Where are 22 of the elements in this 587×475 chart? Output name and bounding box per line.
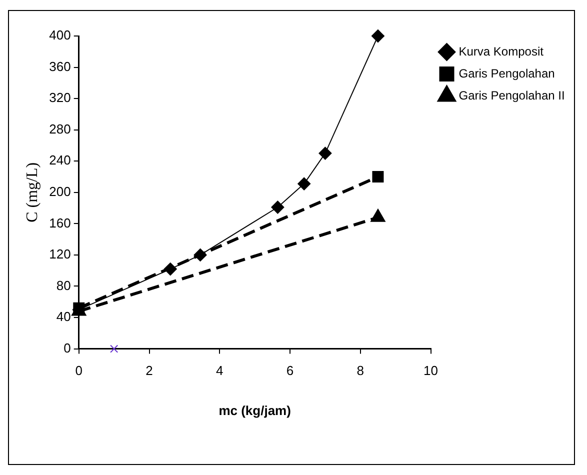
x-tick-label: 2 <box>146 363 153 378</box>
x-tick-label: 10 <box>424 363 438 378</box>
y-tick-label: 200 <box>49 184 71 199</box>
y-tick-label: 320 <box>49 90 71 106</box>
legend-label: Garis Pengolahan II <box>458 88 565 102</box>
y-tick-label: 0 <box>64 340 71 356</box>
y-tick-label: 360 <box>49 58 71 74</box>
y-axis-title: C (mg/L) <box>24 162 41 222</box>
x-tick-label: 4 <box>216 363 224 378</box>
x-tick-label: 8 <box>356 363 364 378</box>
x-tick-label: 6 <box>286 363 294 378</box>
x-axis-title: mc (kg/jam) <box>218 402 291 418</box>
x-tick-label: 0 <box>75 363 83 378</box>
y-tick-label: 120 <box>49 246 71 262</box>
y-tick-label: 160 <box>49 215 71 230</box>
y-tick-label: 240 <box>49 152 71 168</box>
y-tick-label: 400 <box>49 28 71 43</box>
legend-label: Kurva Komposit <box>458 44 544 58</box>
y-tick-label: 40 <box>56 309 71 324</box>
y-tick-label: 80 <box>56 278 71 293</box>
y-tick-label: 280 <box>49 121 71 136</box>
legend-label: Garis Pengolahan <box>458 66 555 80</box>
